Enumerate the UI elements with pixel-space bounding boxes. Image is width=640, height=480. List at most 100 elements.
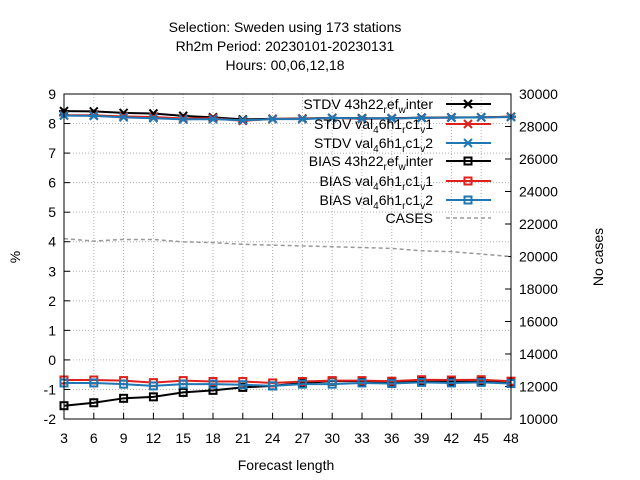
point-marker — [387, 379, 397, 389]
data-point — [387, 379, 397, 389]
x-tick-label: 42 — [444, 430, 460, 446]
series-line — [63, 114, 512, 122]
y-tick-label: 3 — [48, 263, 56, 279]
point-marker — [446, 378, 456, 388]
data-point — [148, 113, 159, 123]
legend-label: STDV val46h1rc1v2 — [314, 135, 433, 155]
x-tick-label: 6 — [90, 430, 98, 446]
data-point — [148, 392, 158, 402]
data-point — [118, 112, 129, 123]
plot-frame — [63, 93, 512, 420]
legend-label: STDV 43h22refwinter — [303, 96, 433, 116]
series-2 — [59, 110, 516, 126]
point-marker — [463, 156, 473, 166]
legend-label: BIAS val46h1rc1v1 — [319, 173, 433, 193]
y-tick-label: 2 — [48, 293, 56, 309]
x-axis-label: Forecast length — [238, 457, 335, 473]
point-marker — [357, 378, 367, 388]
data-point — [357, 113, 367, 124]
y-tick-label: 5 — [48, 204, 56, 220]
point-marker — [238, 380, 248, 390]
data-point — [297, 114, 308, 124]
data-point — [119, 379, 129, 389]
data-point — [446, 378, 456, 388]
x-tick-label: 9 — [120, 430, 128, 446]
point-marker — [417, 377, 427, 387]
y2-tick-label: 10000 — [519, 411, 558, 427]
y2-tick-label: 24000 — [519, 184, 558, 200]
x-tick-label: 27 — [295, 430, 311, 446]
y-tick-label: -1 — [44, 381, 57, 397]
point-marker — [148, 392, 158, 402]
y2-tick-label: 16000 — [519, 314, 558, 330]
title-line-1: Selection: Sweden using 173 stations — [169, 19, 402, 35]
legend-label: CASES — [386, 210, 433, 226]
data-point — [178, 379, 188, 389]
point-marker — [297, 379, 307, 389]
data-point — [148, 381, 158, 391]
x-tick-label: 18 — [205, 430, 221, 446]
data-point — [178, 387, 188, 397]
point-marker — [148, 381, 158, 391]
legend-label: STDV val46h1rc1v1 — [314, 116, 433, 136]
x-tick-label: 30 — [324, 430, 340, 446]
x-tick-label: 45 — [473, 430, 489, 446]
point-marker — [119, 379, 129, 389]
point-marker — [89, 378, 99, 388]
y2-tick-label: 14000 — [519, 346, 558, 362]
y-tick-label: 8 — [48, 116, 56, 132]
series-group — [59, 106, 516, 411]
point-marker — [178, 379, 188, 389]
x-tick-label: 15 — [175, 430, 191, 446]
point-marker — [476, 377, 486, 387]
series-line — [64, 378, 512, 384]
series-6 — [63, 237, 512, 258]
data-point — [238, 380, 248, 390]
series-line — [63, 237, 512, 258]
data-point — [416, 113, 427, 123]
y2-axis-label: No cases — [590, 228, 606, 286]
data-point — [89, 398, 99, 408]
data-point — [178, 114, 189, 125]
point-marker — [208, 379, 218, 389]
x-axis-ticks: 3 6 9 12 15 18 21 24 27 30 33 36 39 42 45 48 — [60, 413, 519, 446]
y-tick-label: 9 — [48, 86, 56, 102]
data-point — [89, 378, 99, 388]
x-tick-label: 21 — [235, 430, 251, 446]
series-5 — [59, 377, 516, 391]
point-marker — [463, 176, 473, 186]
point-marker — [119, 393, 129, 403]
y2-tick-label: 28000 — [519, 119, 558, 135]
point-marker — [463, 195, 473, 205]
legend-label: BIAS 43h22refwinter — [309, 153, 434, 173]
data-point — [267, 114, 278, 124]
data-point — [88, 111, 99, 121]
data-point — [476, 377, 486, 387]
x-tick-label: 39 — [414, 430, 430, 446]
point-marker — [178, 387, 188, 397]
title-line-3: Hours: 00,06,12,18 — [225, 57, 344, 73]
grid — [64, 94, 511, 419]
x-tick-label: 24 — [265, 430, 281, 446]
y-tick-label: -2 — [44, 411, 57, 427]
y2-tick-label: 30000 — [519, 86, 558, 102]
x-tick-label: 3 — [60, 430, 68, 446]
x-tick-label: 33 — [354, 430, 370, 446]
data-point — [297, 379, 307, 389]
data-point — [237, 115, 248, 126]
data-point — [327, 379, 337, 389]
chart-title: Selection: Sweden using 173 stations Rh2… — [169, 19, 402, 73]
point-marker — [89, 398, 99, 408]
y-axis-label: % — [7, 251, 23, 263]
data-point — [208, 379, 218, 389]
x-tick-label: 48 — [503, 430, 519, 446]
y2-tick-label: 20000 — [519, 249, 558, 265]
data-point — [268, 381, 278, 391]
y2-axis-ticks: 10000 12000 14000 16000 18000 20000 22000 24000… — [505, 86, 558, 427]
data-point — [446, 112, 457, 123]
data-point — [476, 112, 487, 123]
y2-tick-label: 12000 — [519, 379, 558, 395]
data-point — [119, 393, 129, 403]
